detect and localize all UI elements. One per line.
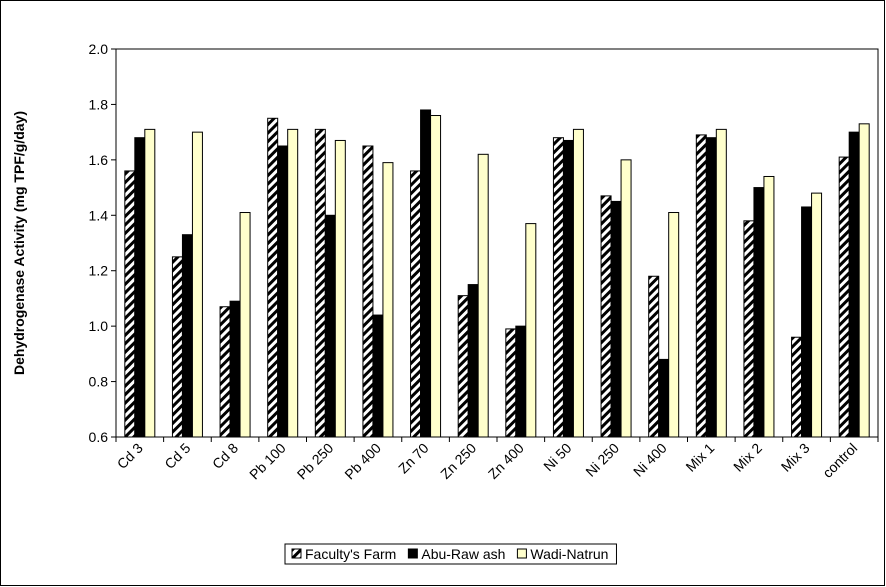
legend-label: Faculty's Farm: [305, 546, 396, 562]
bar: [334, 139, 346, 438]
bar: [811, 192, 823, 438]
bar: [791, 336, 803, 438]
bar: [763, 175, 775, 438]
bar: [287, 128, 299, 438]
bar: [695, 134, 707, 438]
bar: [181, 234, 193, 438]
legend-label: Wadi-Natrun: [530, 546, 608, 562]
y-axis-label: Dehydrogenase Activity (mg TPF/g/day): [11, 111, 27, 375]
y-tick-label: 1.4: [89, 207, 109, 223]
bar: [705, 137, 717, 438]
bar: [382, 162, 394, 438]
y-tick-label: 1.8: [89, 96, 109, 112]
bar: [715, 128, 727, 438]
bar: [572, 128, 584, 438]
bar: [505, 328, 517, 438]
y-tick-label: 2.0: [89, 41, 109, 57]
bar: [267, 117, 279, 438]
y-tick-label: 0.8: [89, 374, 109, 390]
bar: [753, 187, 765, 438]
bar: [801, 206, 813, 438]
legend-swatch: [407, 548, 418, 559]
bar: [191, 131, 203, 438]
bar: [410, 170, 422, 438]
plot-frame: [115, 48, 879, 438]
y-tick-label: 1.2: [89, 263, 109, 279]
bar: [144, 128, 156, 438]
y-tick-label: 0.6: [89, 429, 109, 445]
bar: [525, 223, 537, 438]
bar: [848, 131, 860, 438]
bar: [362, 145, 374, 438]
legend-label: Abu-Raw ash: [421, 546, 505, 562]
bar: [477, 153, 489, 438]
bar: [314, 128, 326, 438]
bar: [171, 256, 183, 438]
bar: [239, 212, 251, 438]
bar: [620, 159, 632, 438]
bar: [658, 358, 670, 438]
bar: [552, 137, 564, 438]
bar: [743, 220, 755, 438]
y-tick-label: 1.6: [89, 152, 109, 168]
bar: [134, 137, 146, 438]
bar: [124, 170, 136, 438]
bar: [610, 200, 622, 438]
bar: [219, 306, 231, 438]
bar: [562, 139, 574, 438]
bar: [668, 212, 680, 438]
bar: [430, 115, 442, 438]
bar: [324, 214, 336, 438]
bar: [600, 195, 612, 438]
bar: [277, 145, 289, 438]
legend-swatch: [516, 548, 527, 559]
bar: [420, 109, 432, 438]
bar: [648, 275, 660, 438]
bar: [838, 156, 850, 438]
legend-box: [284, 543, 617, 565]
bar: [858, 123, 870, 438]
bar: [372, 314, 384, 438]
y-tick-label: 1.0: [89, 318, 109, 334]
bar: [229, 300, 241, 438]
bar: [515, 325, 527, 438]
legend-swatch: [291, 548, 302, 559]
bar: [457, 295, 469, 438]
bar: [467, 284, 479, 438]
